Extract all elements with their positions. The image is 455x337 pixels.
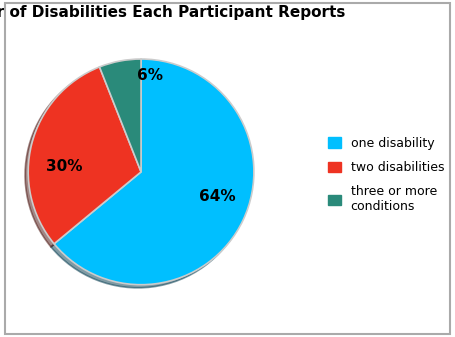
Text: 30%: 30% [46,159,82,174]
Wedge shape [100,59,141,172]
Text: 64%: 64% [199,189,236,204]
Text: 6%: 6% [137,68,163,84]
Wedge shape [54,59,254,285]
Title: Number of Disabilities Each Participant Reports: Number of Disabilities Each Participant … [0,5,346,20]
Legend: one disability, two disabilities, three or more
conditions: one disability, two disabilities, three … [328,137,444,214]
Wedge shape [28,67,141,244]
